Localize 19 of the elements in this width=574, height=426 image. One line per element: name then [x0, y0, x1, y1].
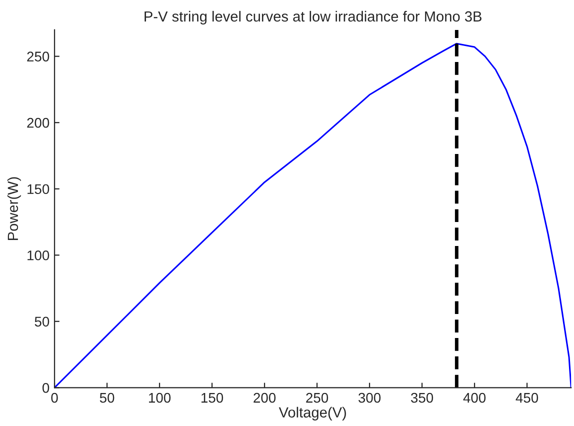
y-tick-label: 0	[42, 382, 50, 393]
y-tick-label: 150	[28, 184, 50, 194]
y-tick-label: 100	[28, 250, 50, 260]
x-tick-label: 150	[202, 392, 224, 403]
x-tick-label: 400	[463, 392, 486, 403]
x-tick-label: 300	[358, 392, 381, 403]
x-tick-label: 350	[410, 392, 434, 403]
x-tick-label: 100	[149, 392, 171, 403]
y-tick-label: 200	[27, 118, 50, 128]
x-tick-label: 50	[100, 392, 114, 403]
y-axis-title: Power(W)	[7, 177, 21, 240]
y-tick-label: 250	[27, 52, 50, 62]
x-axis-title: Voltage(V)	[278, 406, 346, 420]
x-tick-label: 250	[306, 392, 328, 403]
x-tick-label: 0	[51, 392, 58, 403]
x-tick-label: 450	[516, 392, 538, 403]
x-tick-label: 200	[254, 392, 276, 403]
y-tick-label: 50	[34, 316, 50, 327]
chart-title: P-V string level curves at low irradiance for Mono 3B	[144, 10, 482, 25]
